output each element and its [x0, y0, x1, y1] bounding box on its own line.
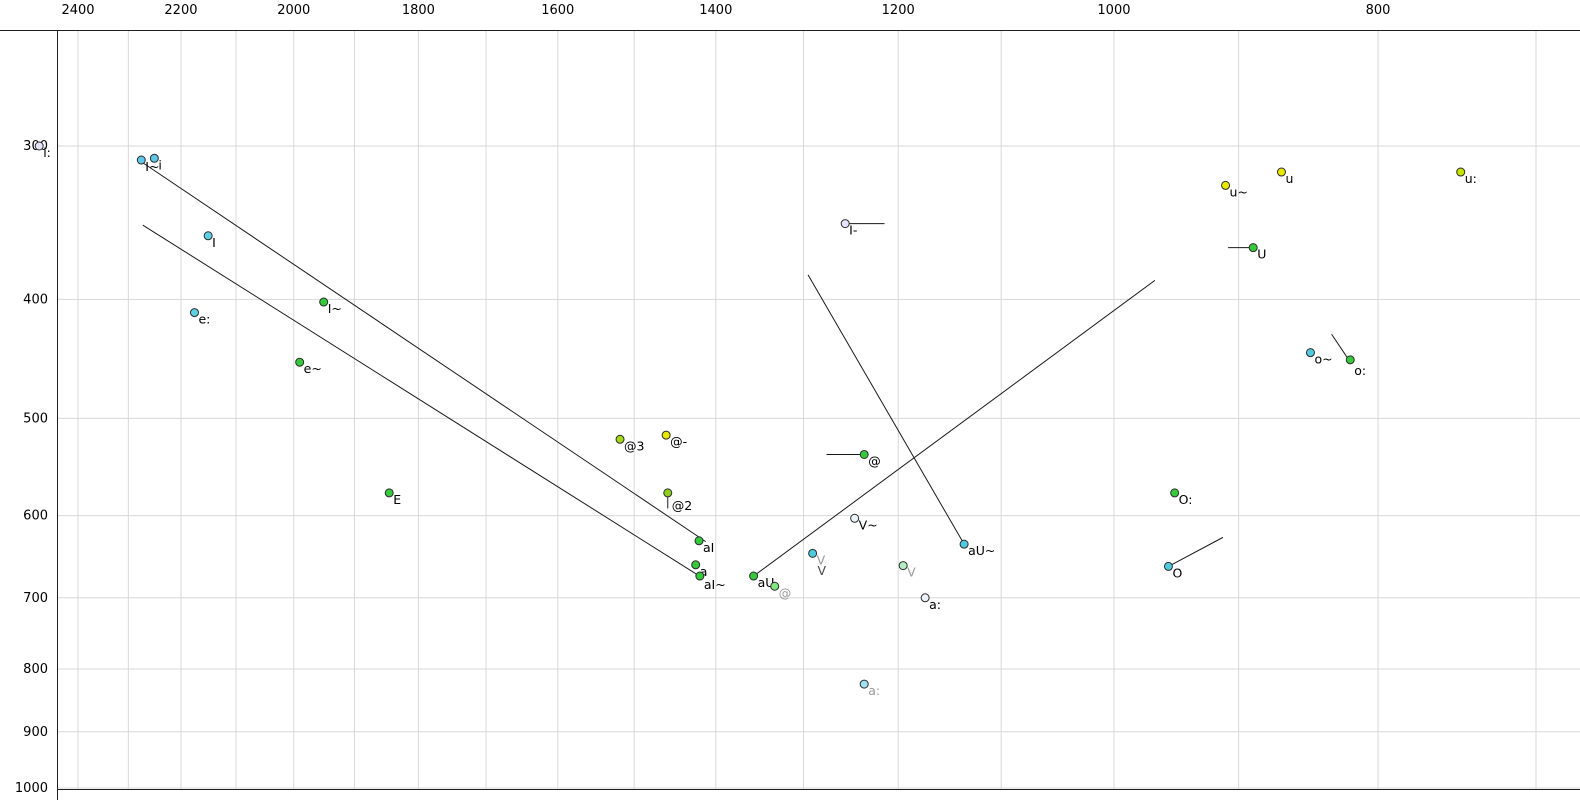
data-point — [920, 593, 930, 603]
data-point — [808, 548, 818, 558]
data-point — [1163, 561, 1173, 571]
point-label: u — [1285, 171, 1293, 186]
data-point — [1345, 355, 1355, 365]
point-label: o~ — [1314, 352, 1332, 367]
point-label: @ — [779, 585, 792, 600]
data-point — [840, 219, 850, 229]
x-tick-label: 1400 — [699, 3, 732, 18]
trajectory-line — [1331, 333, 1350, 361]
data-point — [1248, 243, 1258, 253]
point-label: i: — [43, 145, 51, 160]
trajectory-line — [141, 161, 706, 543]
point-label: @ — [868, 453, 881, 468]
y-tick-label: 700 — [23, 591, 48, 606]
point-label: V — [818, 563, 827, 578]
y-tick-label: 1000 — [15, 781, 48, 796]
point-label: @3 — [624, 438, 644, 453]
data-point — [661, 430, 671, 440]
point-label: i — [158, 157, 161, 172]
data-point — [859, 449, 869, 459]
point-label: I- — [849, 223, 857, 238]
point-label: aU — [758, 575, 775, 590]
data-point — [695, 571, 705, 581]
point-label: I~ — [145, 159, 159, 174]
point-label: u~ — [1230, 184, 1248, 199]
data-point — [959, 539, 969, 549]
y-tick-label: 500 — [23, 411, 48, 426]
trajectory-line — [142, 224, 701, 578]
trajectory-line — [807, 274, 965, 545]
x-tick-label: 1800 — [402, 3, 435, 18]
point-label: aI~ — [704, 577, 726, 592]
data-point — [859, 679, 869, 689]
data-point — [203, 231, 213, 241]
data-point — [295, 357, 305, 367]
data-point — [149, 153, 159, 163]
point-label: O — [1172, 565, 1182, 580]
x-tick-label: 1000 — [1097, 3, 1130, 18]
data-point — [384, 488, 394, 498]
point-label: O: — [1179, 492, 1193, 507]
data-point — [691, 560, 701, 570]
point-label: V — [907, 565, 916, 580]
point-label: o: — [1354, 363, 1366, 378]
point-label: aI — [703, 540, 714, 555]
data-point — [850, 513, 860, 523]
data-point — [319, 297, 329, 307]
point-label: V~ — [859, 517, 878, 532]
point-label: U — [1257, 247, 1266, 262]
x-tick-label: 2400 — [61, 3, 94, 18]
point-label: V — [817, 552, 826, 567]
data-point — [898, 561, 908, 571]
y-tick-label: 800 — [23, 662, 48, 677]
data-point — [136, 155, 146, 165]
point-label: e: — [198, 312, 210, 327]
point-label: aU~ — [968, 543, 995, 558]
data-point — [189, 308, 199, 318]
trajectory-line — [753, 279, 1156, 577]
x-tick-label: 2200 — [164, 3, 197, 18]
data-point — [694, 536, 704, 546]
point-label: I~ — [328, 301, 342, 316]
y-tick-label: 400 — [23, 292, 48, 307]
x-tick-label: 1200 — [882, 3, 915, 18]
y-tick-label: 900 — [23, 725, 48, 740]
point-label: E — [393, 492, 401, 507]
point-label: e~ — [304, 361, 322, 376]
point-label: a — [700, 564, 708, 579]
data-point — [1170, 488, 1180, 498]
point-label: @2 — [672, 498, 692, 513]
point-label: u: — [1465, 171, 1477, 186]
data-point — [749, 571, 759, 581]
x-tick-label: 1600 — [541, 3, 574, 18]
data-point — [1305, 348, 1315, 358]
data-point — [663, 488, 673, 498]
trajectory-line — [1168, 536, 1224, 567]
y-tick-label: 600 — [23, 509, 48, 524]
point-label: @- — [670, 434, 687, 449]
data-point — [1221, 180, 1231, 190]
data-point — [770, 581, 780, 591]
data-point — [615, 434, 625, 444]
data-point — [34, 141, 44, 151]
point-label: a: — [929, 597, 941, 612]
point-label: I — [212, 235, 216, 250]
x-tick-label: 2000 — [277, 3, 310, 18]
data-point — [1456, 167, 1466, 177]
point-label: a: — [868, 683, 880, 698]
x-tick-label: 800 — [1366, 3, 1391, 18]
data-point — [1276, 167, 1286, 177]
